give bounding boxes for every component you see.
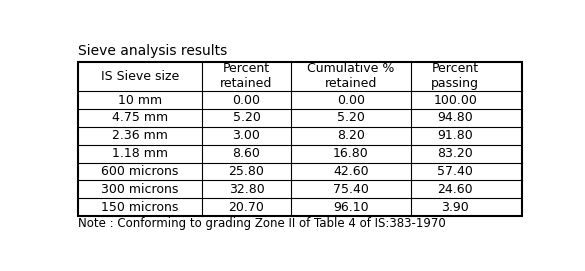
Text: 2.36 mm: 2.36 mm xyxy=(112,129,168,142)
Text: Note : Conforming to grading Zone II of Table 4 of IS:383-1970: Note : Conforming to grading Zone II of … xyxy=(78,217,445,230)
Text: 94.80: 94.80 xyxy=(438,111,473,124)
Text: 57.40: 57.40 xyxy=(438,165,473,178)
Text: 600 microns: 600 microns xyxy=(101,165,178,178)
Text: Percent
passing: Percent passing xyxy=(431,62,479,91)
Text: 100.00: 100.00 xyxy=(433,93,477,107)
Text: Sieve analysis results: Sieve analysis results xyxy=(78,44,227,58)
Text: 0.00: 0.00 xyxy=(232,93,260,107)
Text: 300 microns: 300 microns xyxy=(101,183,178,196)
Text: 3.90: 3.90 xyxy=(442,201,469,214)
Text: 32.80: 32.80 xyxy=(229,183,264,196)
Text: 150 microns: 150 microns xyxy=(101,201,178,214)
Text: 91.80: 91.80 xyxy=(438,129,473,142)
Text: 25.80: 25.80 xyxy=(229,165,264,178)
Text: Cumulative %
retained: Cumulative % retained xyxy=(307,62,395,91)
Text: 8.20: 8.20 xyxy=(337,129,365,142)
Text: 4.75 mm: 4.75 mm xyxy=(112,111,168,124)
Text: 16.80: 16.80 xyxy=(333,147,369,160)
Text: 83.20: 83.20 xyxy=(438,147,473,160)
Text: 24.60: 24.60 xyxy=(438,183,473,196)
Text: Percent
retained: Percent retained xyxy=(221,62,273,91)
Text: 75.40: 75.40 xyxy=(333,183,369,196)
Text: 8.60: 8.60 xyxy=(233,147,260,160)
Bar xyxy=(78,62,522,216)
Text: 96.10: 96.10 xyxy=(333,201,369,214)
Text: IS Sieve size: IS Sieve size xyxy=(101,70,179,83)
Text: 0.00: 0.00 xyxy=(337,93,365,107)
Text: 3.00: 3.00 xyxy=(233,129,260,142)
Text: 10 mm: 10 mm xyxy=(118,93,162,107)
Text: 20.70: 20.70 xyxy=(229,201,264,214)
Text: 42.60: 42.60 xyxy=(333,165,369,178)
Text: 1.18 mm: 1.18 mm xyxy=(112,147,168,160)
Text: 5.20: 5.20 xyxy=(337,111,365,124)
Text: 5.20: 5.20 xyxy=(233,111,260,124)
